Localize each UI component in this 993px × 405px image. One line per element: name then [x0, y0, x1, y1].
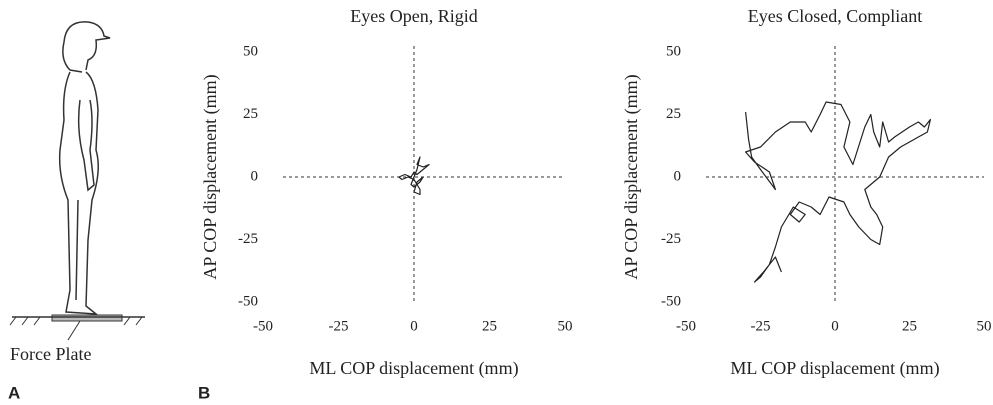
x-tick-label: 50	[558, 318, 573, 334]
y-axis-label: AP COP displacement (mm)	[200, 74, 221, 279]
page: {"chart_data": [ {"type": "line", "title…	[0, 0, 993, 405]
person-illustration	[60, 22, 110, 314]
panel-label: A	[8, 383, 20, 402]
y-tick-label: -25	[661, 231, 681, 247]
x-tick-label: 25	[902, 318, 917, 334]
illustration-label: Force Plate	[10, 344, 91, 364]
x-tick-label: -25	[329, 318, 349, 334]
y-axis-label: AP COP displacement (mm)	[621, 74, 642, 279]
y-tick-label: 25	[666, 106, 681, 122]
y-tick-label: -50	[238, 293, 258, 309]
x-tick-label: 0	[831, 318, 839, 334]
chart-title: Eyes Open, Rigid	[350, 6, 478, 26]
x-tick-label: 50	[977, 318, 992, 334]
cop-trajectory	[746, 102, 931, 282]
x-tick-label: -25	[751, 318, 771, 334]
panel-label: B	[198, 383, 210, 402]
y-tick-label: 50	[666, 43, 681, 59]
pointer	[68, 321, 80, 340]
x-tick-label: -50	[676, 318, 696, 334]
figure: Force Plate A B Eyes Open, Rigid ML COP d…	[0, 0, 993, 405]
x-axis-label: ML COP displacement (mm)	[309, 358, 518, 379]
x-tick-label: -50	[253, 318, 273, 334]
x-axis-label: ML COP displacement (mm)	[730, 358, 939, 379]
plate	[52, 315, 122, 321]
y-tick-label: -25	[238, 231, 258, 247]
x-tick-label: 0	[410, 318, 418, 334]
y-tick-label: -50	[661, 293, 681, 309]
x-tick-label: 25	[482, 318, 497, 334]
force-plate	[10, 315, 145, 340]
y-tick-label: 25	[243, 106, 258, 122]
y-tick-label: 0	[674, 168, 682, 184]
chart-title: Eyes Closed, Compliant	[748, 6, 923, 26]
y-tick-label: 0	[251, 168, 259, 184]
y-tick-label: 50	[243, 43, 258, 59]
